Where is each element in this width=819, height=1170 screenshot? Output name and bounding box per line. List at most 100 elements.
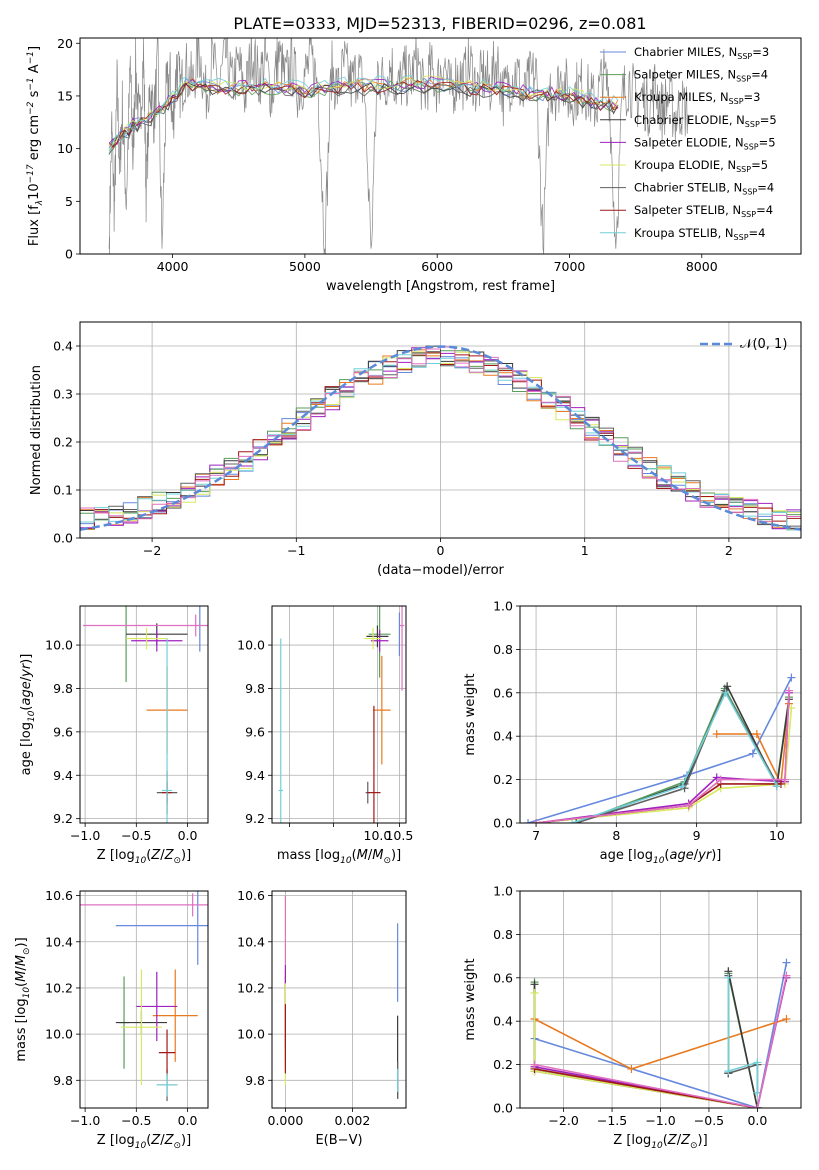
- x-axis-label: Z [log10(Z/Z⊙)]: [97, 848, 191, 866]
- grid: [272, 606, 406, 823]
- legend-label: Salpeter MILES, NSSP=4: [634, 68, 768, 84]
- weight-marker: [748, 749, 757, 758]
- weight-line: [535, 692, 790, 823]
- weight-marker: [776, 779, 785, 788]
- y-tick-label: 0.0: [493, 1101, 513, 1116]
- weight-marker: [753, 1058, 762, 1067]
- y-tick-label: 10: [57, 141, 73, 156]
- x-tick-label: 7: [532, 828, 540, 843]
- x-tick-label: −2: [143, 543, 161, 558]
- weight-line: [536, 707, 793, 823]
- weight-marker: [532, 819, 541, 823]
- y-tick-label: 9.8: [53, 681, 73, 696]
- weight-marker: [712, 730, 721, 739]
- x-tick-label: −1.0: [70, 1113, 100, 1128]
- weight-line: [534, 962, 788, 1108]
- x-axis-label: Z [log10(Z/Z⊙)]: [97, 1133, 191, 1151]
- x-tick-label: 10.0: [364, 828, 392, 843]
- y-tick-label: 0.0: [493, 816, 513, 831]
- y-tick-label: 0.3: [53, 387, 73, 402]
- weight-marker: [572, 819, 581, 823]
- x-tick-label: −0.5: [121, 828, 151, 843]
- plot-area: [108, 38, 689, 254]
- x-tick-label: 10: [769, 828, 785, 843]
- y-tick-label: 20: [57, 36, 73, 51]
- weight-marker: [724, 1067, 733, 1076]
- weight-marker: [772, 782, 781, 791]
- x-tick-label: 0: [437, 543, 445, 558]
- weight-marker: [627, 1064, 636, 1073]
- y-tick-label: 5: [65, 194, 73, 209]
- grid: [80, 891, 208, 1108]
- y-tick-label: 9.6: [53, 724, 73, 739]
- x-tick-label: −1: [287, 543, 305, 558]
- y-tick-label: 1.0: [493, 884, 513, 899]
- weight-line: [727, 977, 759, 1093]
- legend-label: Kroupa ELODIE, NSSP=5: [634, 158, 768, 174]
- histogram-step: [80, 351, 801, 538]
- y-tick-label: 10.4: [45, 934, 73, 949]
- legend-label: Kroupa STELIB, NSSP=4: [634, 226, 765, 242]
- y-tick-label: 0.6: [493, 685, 513, 700]
- axes-frame: [271, 890, 407, 1109]
- panel-mass-vs-Z: −1.0 −0.5 0.0 9.8 10.0 10.2 10.4 10.6 Z [log10(Z…: [14, 888, 209, 1151]
- y-tick-label: 10.6: [237, 888, 265, 903]
- ticks: 0.000 0.002 9.8 10.0 10.2 10.4 10.6: [237, 888, 370, 1128]
- x-tick-label: 6000: [421, 259, 453, 274]
- plot-area: [278, 606, 405, 823]
- x-axis-label: age [log10(age/yr)]: [600, 848, 722, 866]
- weight-line: [575, 684, 790, 823]
- y-axis-label: age [log10(age/yr)]: [19, 654, 37, 776]
- y-axis-label: mass [log10(M/M⊙)]: [14, 937, 32, 1061]
- weight-line: [575, 686, 790, 823]
- weight-marker: [678, 782, 687, 791]
- y-tick-label: 10.2: [45, 980, 73, 995]
- axes-frame: [519, 605, 802, 824]
- x-tick-label: 7000: [554, 259, 586, 274]
- axes-frame: [79, 605, 209, 824]
- panel-mass-vs-ebv: 0.000 0.002 9.8 10.0 10.2 10.4 10.6 E(B−V): [237, 888, 407, 1148]
- y-tick-label: 10.2: [237, 980, 265, 995]
- legend-label: Chabrier STELIB, NSSP=4: [634, 181, 774, 197]
- axes-frame: [79, 37, 802, 255]
- weight-marker: [684, 801, 693, 810]
- y-tick-label: 0.4: [493, 729, 513, 744]
- panel-weight-vs-age: 7 8 9 10 0.0 0.2 0.4 0.6 0.8 1.0 age [log10(age/yr…: [463, 599, 802, 866]
- x-tick-label: 9: [693, 828, 701, 843]
- plot-area: [83, 606, 208, 823]
- y-tick-label: 10.6: [45, 888, 73, 903]
- ticks: 7 8 9 10 0.0 0.2 0.4 0.6 0.8 1.0: [493, 599, 785, 844]
- y-tick-label: 9.2: [53, 811, 73, 826]
- weight-line: [527, 677, 793, 823]
- weight-marker: [524, 819, 533, 823]
- y-tick-label: 9.2: [245, 811, 265, 826]
- legend-label: Salpeter ELODIE, NSSP=5: [634, 135, 776, 151]
- y-tick-label: 0.1: [53, 483, 73, 498]
- y-axis-label: mass weight: [463, 958, 478, 1040]
- panel-weight-vs-Z: −2.0 −1.5 −1.0 −0.5 0.0 0.0 0.2 0.4 0.6 0.8 1.0 Z […: [463, 884, 802, 1151]
- ticks: −1.0 −0.5 0.0 9.2 9.4 9.6 9.8 10.0: [45, 638, 197, 843]
- weight-marker: [787, 673, 796, 682]
- ticks: −1.0 −0.5 0.0 9.8 10.0 10.2 10.4 10.6: [45, 888, 197, 1128]
- weight-marker: [721, 688, 730, 697]
- ticks: 10.010.59.29.49.69.810.0: [237, 638, 413, 843]
- weight-marker: [782, 1015, 791, 1024]
- model-spectrum-line: [108, 82, 619, 154]
- weight-marker: [780, 775, 789, 784]
- x-tick-label: 2: [725, 543, 733, 558]
- x-tick-label: 4000: [157, 259, 189, 274]
- weight-line: [534, 975, 788, 1108]
- x-tick-label: 0.000: [268, 1113, 304, 1128]
- y-tick-label: 0.2: [53, 435, 73, 450]
- y-tick-label: 10.0: [237, 1027, 265, 1042]
- x-tick-label: −0.5: [121, 1113, 151, 1128]
- y-tick-label: 9.8: [245, 1073, 265, 1088]
- x-tick-label: −0.5: [694, 1113, 724, 1128]
- y-tick-label: 9.8: [245, 681, 265, 696]
- model-spectrum-line: [108, 75, 619, 154]
- y-tick-label: 0.0: [53, 531, 73, 546]
- y-tick-label: 10.4: [237, 934, 265, 949]
- plot-area: [530, 958, 791, 1108]
